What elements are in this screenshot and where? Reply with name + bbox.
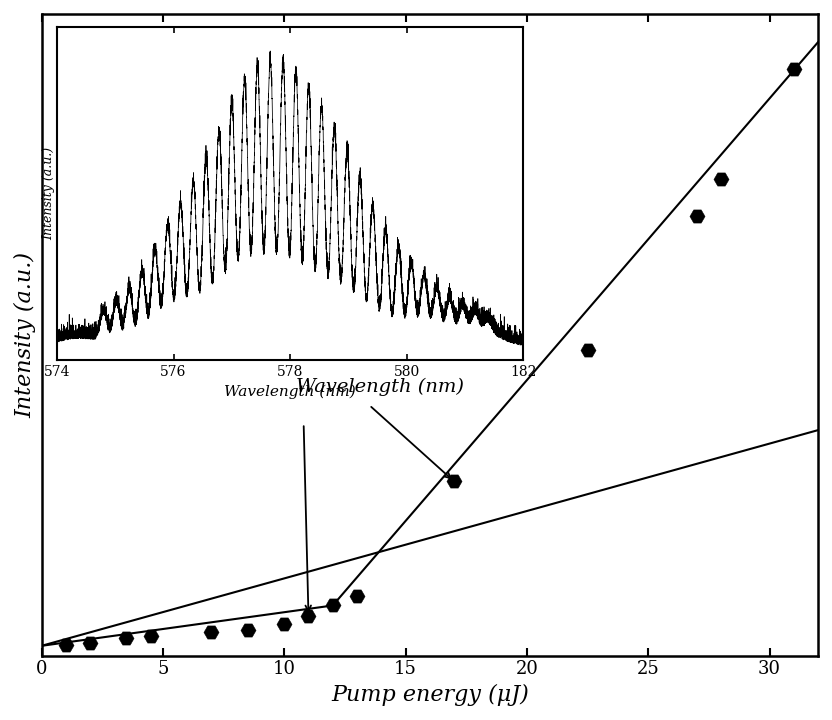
Text: Wavelength (nm): Wavelength (nm): [296, 377, 464, 396]
Point: [241, 624, 255, 636]
Point: [278, 618, 291, 629]
Point: [205, 626, 218, 638]
Point: [581, 344, 594, 356]
Point: [326, 600, 339, 611]
Point: [448, 476, 461, 487]
Point: [690, 210, 703, 221]
Point: [715, 173, 728, 184]
Point: [350, 590, 364, 601]
Point: [120, 633, 133, 644]
Point: [144, 630, 157, 642]
X-axis label: Pump energy (μJ): Pump energy (μJ): [331, 684, 528, 706]
Point: [59, 639, 72, 650]
Y-axis label: Intensity (a.u.): Intensity (a.u.): [14, 252, 36, 418]
Point: [302, 610, 315, 621]
Point: [787, 63, 800, 75]
Point: [83, 638, 97, 649]
